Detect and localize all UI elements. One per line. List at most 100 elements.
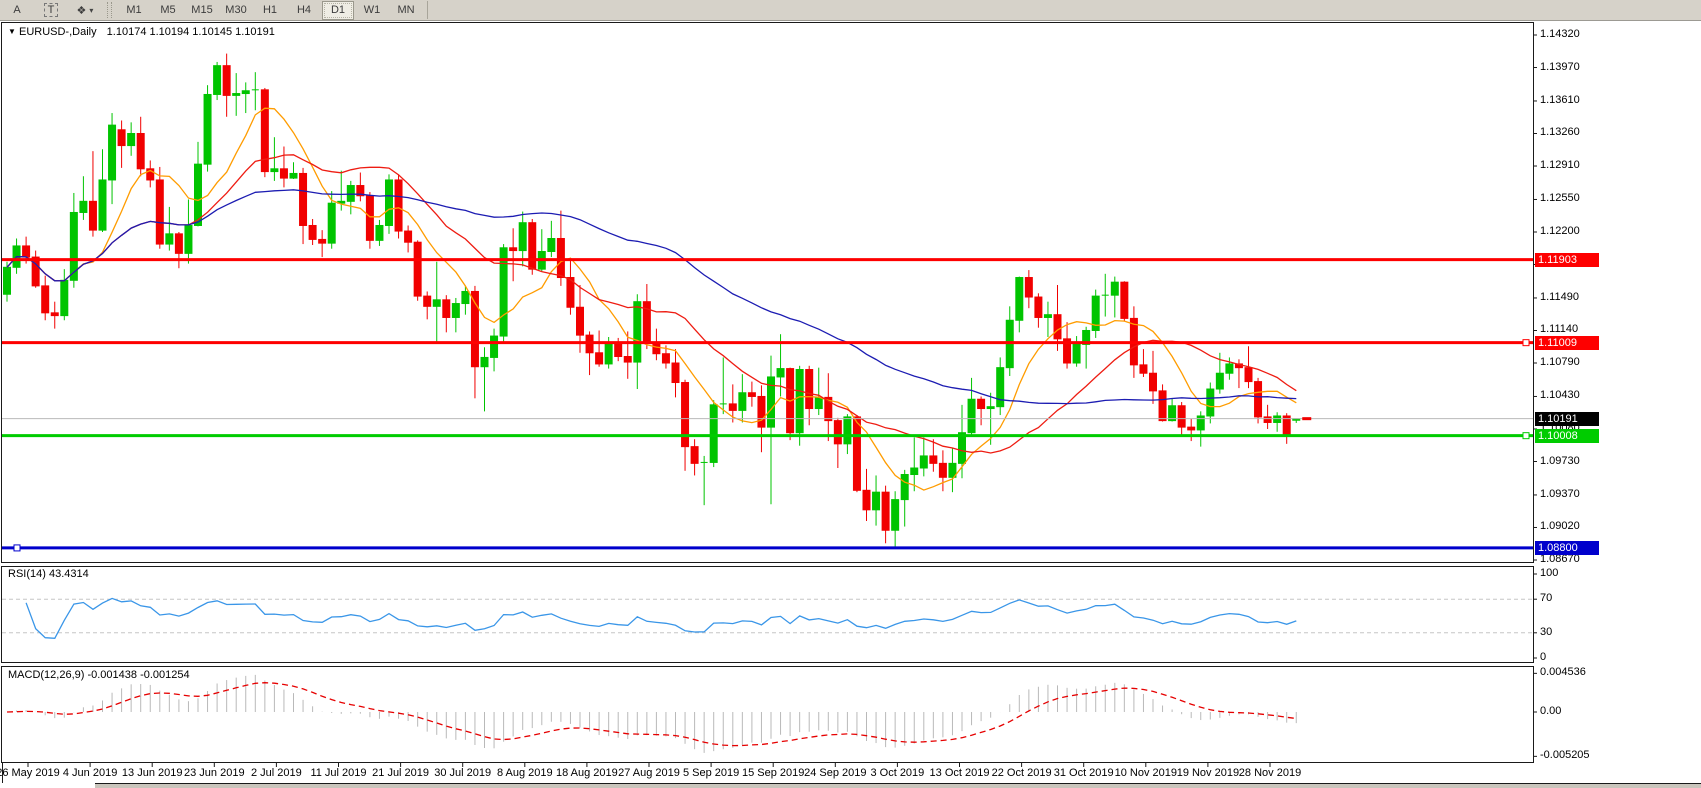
objects-dropdown-button[interactable]: ❖ ▾ xyxy=(69,1,101,20)
price-tick-label: 1.11140 xyxy=(1540,323,1579,336)
date-axis-label[interactable]: 11 Jul 2019 xyxy=(310,767,367,779)
timeframe-m5-button[interactable]: M5 xyxy=(160,4,176,16)
candle-body-down xyxy=(50,312,59,317)
timeframe-m1-button[interactable]: M1 xyxy=(126,4,142,16)
candle-body-up xyxy=(604,342,613,365)
rsi-axis-label: 70 xyxy=(1540,592,1553,605)
candle-body-up xyxy=(127,132,136,147)
price-tick-label: 1.13610 xyxy=(1540,93,1580,106)
candle-body-up xyxy=(432,299,441,307)
candle-body-down xyxy=(938,462,947,478)
candle-body-up xyxy=(289,172,298,179)
candle-body-down xyxy=(356,185,365,197)
candle-body-up xyxy=(547,237,556,253)
candle-body-up xyxy=(1273,415,1282,423)
timeframe-m15-button[interactable]: M15 xyxy=(191,4,213,16)
candle-body-down xyxy=(1263,416,1272,423)
candle-body-down xyxy=(442,299,451,318)
text-tool-button[interactable]: T xyxy=(35,1,67,20)
candle-body-up xyxy=(241,90,250,95)
candle-body-down xyxy=(31,256,40,287)
timeframe-h1-button[interactable]: H1 xyxy=(262,4,278,16)
date-axis-label[interactable]: 19 Nov 2019 xyxy=(1176,767,1240,779)
hline-anchor xyxy=(1522,432,1530,440)
candle-body-up xyxy=(1196,415,1205,431)
candle-body-up xyxy=(795,369,804,434)
date-axis-label[interactable]: 8 Aug 2019 xyxy=(496,767,553,779)
date-axis-label[interactable]: 18 Aug 2019 xyxy=(555,767,618,779)
date-axis-label[interactable]: 22 Oct 2019 xyxy=(991,767,1052,779)
date-axis-label[interactable]: 26 May 2019 xyxy=(0,767,60,779)
candle-body-up xyxy=(232,93,241,96)
date-axis-label[interactable]: 13 Oct 2019 xyxy=(929,767,990,779)
date-axis-label[interactable]: 21 Jul 2019 xyxy=(372,767,430,779)
candle-body-down xyxy=(595,352,604,365)
candle-body-down xyxy=(661,353,670,364)
date-axis-label[interactable]: 30 Jul 2019 xyxy=(434,767,492,779)
candle-body-down xyxy=(1139,364,1148,374)
candle-body-up xyxy=(98,179,107,231)
date-axis-label[interactable]: 4 Jun 2019 xyxy=(62,767,118,779)
candle-body-down xyxy=(423,295,432,307)
a-tool-icon: A xyxy=(13,4,21,16)
candle-body-down xyxy=(747,392,756,397)
candle-body-down xyxy=(365,195,374,241)
candle-body-down xyxy=(614,342,623,358)
candle-body-up xyxy=(60,279,69,317)
timeframe-h4-button[interactable]: H4 xyxy=(296,4,312,16)
macd-signal-line xyxy=(6,682,1297,747)
timeframe-w1-button[interactable]: W1 xyxy=(363,4,381,16)
candle-body-up xyxy=(1015,277,1024,321)
date-axis-label[interactable]: 15 Sep 2019 xyxy=(741,767,805,779)
candle-body-up xyxy=(79,200,88,213)
a-tool-button[interactable]: A xyxy=(1,1,33,20)
date-axis-label[interactable]: 3 Oct 2019 xyxy=(870,767,925,779)
candle-body-down xyxy=(528,222,537,270)
horizontal-scrollbar[interactable] xyxy=(95,783,1701,788)
candle-body-up xyxy=(375,224,384,241)
price-tick-label: 1.12550 xyxy=(1540,192,1580,205)
candle-body-up xyxy=(1072,343,1081,364)
candle-body-up xyxy=(270,168,279,173)
hline-anchor xyxy=(1522,339,1530,347)
rsi-header: RSI(14) 43.4314 xyxy=(8,568,89,580)
candle-body-down xyxy=(260,89,269,173)
macd-panel-frame xyxy=(1,666,1534,763)
date-axis-label[interactable]: 23 Jun 2019 xyxy=(184,767,245,779)
date-axis-label[interactable]: 10 Nov 2019 xyxy=(1114,767,1177,779)
candle-body-up xyxy=(767,376,775,428)
candle-body-down xyxy=(1034,296,1043,318)
price-tag-1.08800: 1.08800 xyxy=(1535,540,1599,555)
candle-body-down xyxy=(1244,367,1253,383)
price-tick-label: 1.12910 xyxy=(1540,159,1580,172)
toolbar: A T ❖ ▾ M1 M5 M15 M30 H1 H4 D1 W1 MN xyxy=(0,0,1701,21)
candle-body-up xyxy=(490,335,499,358)
date-axis-label[interactable]: 13 Jun 2019 xyxy=(121,767,183,779)
candle-body-down xyxy=(174,233,183,254)
macd-axis-label: -0.005205 xyxy=(1540,749,1590,762)
timeframe-d1-button[interactable]: D1 xyxy=(322,0,354,20)
date-axis-label[interactable]: 27 Aug 2019 xyxy=(618,767,680,779)
price-tag-1.10008: 1.10008 xyxy=(1535,428,1599,443)
date-axis-label[interactable]: 31 Oct 2019 xyxy=(1053,767,1114,779)
candle-body-down xyxy=(852,416,861,491)
candle-body-up xyxy=(958,432,966,464)
candle-body-up xyxy=(518,222,527,252)
candle-body-down xyxy=(681,382,690,448)
date-axis-label[interactable]: 2 Jul 2019 xyxy=(251,767,302,779)
hline-anchor xyxy=(13,544,21,552)
symbol-dropdown-icon[interactable]: ▼ xyxy=(8,27,16,36)
toolbar-separator xyxy=(427,1,428,19)
date-axis-label[interactable]: 5 Sep 2019 xyxy=(682,767,740,779)
candle-body-down xyxy=(308,224,317,240)
date-axis-label[interactable]: 24 Sep 2019 xyxy=(804,767,867,779)
date-axis-label[interactable]: 28 Nov 2019 xyxy=(1238,767,1302,779)
price-tick-label: 1.09370 xyxy=(1540,487,1580,500)
candle-body-up xyxy=(891,499,900,531)
candle-body-down xyxy=(1120,281,1129,319)
timeframe-mn-button[interactable]: MN xyxy=(397,4,415,16)
timeframe-m30-button[interactable]: M30 xyxy=(225,4,247,16)
candle-body-down xyxy=(41,285,50,314)
